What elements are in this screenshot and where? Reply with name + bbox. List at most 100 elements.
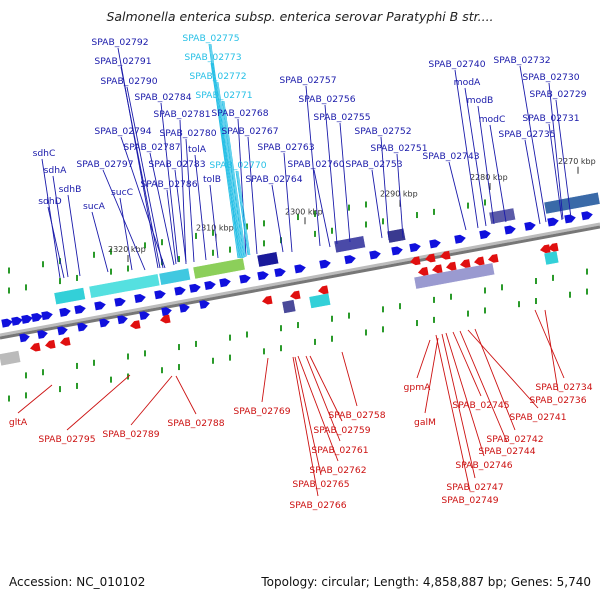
tick-dash [195,340,197,347]
forward-gene-label: SPAB_02752 [354,126,411,137]
leader-line [292,356,319,497]
tick-dash [93,251,95,258]
leader-line [416,339,431,379]
reverse-gene-label: SPAB_02758 [328,410,385,421]
leader-line [52,175,69,278]
highlight-gene-label: SPAB_02770 [209,160,266,171]
forward-gene-arrow [294,264,306,274]
forward-gene-arrow [429,239,441,249]
tick-dash [110,268,112,275]
forward-gene-label: sucA [83,201,106,212]
labels-layer: SPAB_02792 SPAB_02791 SPAB_02790 SPAB_02784… [9,33,593,511]
leader-line [222,100,246,258]
forward-gene-label: tolA [188,144,207,155]
forward-gene-label: SPAB_02751 [370,143,427,154]
tick-dash [212,357,214,364]
forward-gene-label: SPAB_02755 [313,112,370,123]
leader-line [210,43,241,259]
reverse-gene-arrow [539,244,551,254]
forward-gene-arrow [77,322,88,332]
forward-gene-arrow [57,326,68,336]
tick-dash [484,287,486,294]
forward-gene-label: SPAB_02735 [498,129,555,140]
kbp-label: 2320 kbp [108,245,146,254]
leader-line [185,138,195,263]
leader-line [271,184,284,253]
tick-dash [348,312,350,319]
forward-gene-arrow [11,316,23,326]
tick-dash [450,293,452,300]
reverse-gene-label: galM [414,417,436,428]
forward-gene-label: SPAB_02781 [153,109,210,120]
reverse-gene-label: SPAB_02788 [167,418,224,429]
forward-gene-arrow [524,221,536,231]
forward-gene-label: SPAB_02760 [287,159,344,170]
reverse-gene-label: SPAB_02746 [455,460,512,471]
tick-dash [280,345,282,352]
forward-gene-arrow [31,313,43,323]
tick-dash [212,249,214,256]
forward-gene-arrow [409,243,421,253]
reverse-gene-arrow [160,314,171,324]
forward-gene-label: SPAB_02783 [148,159,205,170]
tick-dash [365,201,367,208]
tick-dash [314,210,316,217]
leader-line [294,356,322,476]
forward-gene-arrow [59,307,71,317]
leader-line [261,357,269,403]
forward-gene-arrow [154,290,166,300]
leader-line [149,152,175,266]
tick-dash [8,267,10,274]
gene-block [158,267,191,286]
gene-block [281,299,297,314]
leader-line [221,100,245,258]
leader-line [166,189,177,265]
forward-gene-arrow [319,259,331,269]
forward-gene-arrow [117,315,128,325]
leader-line [396,153,404,239]
leader-line [223,100,247,258]
leader-line [297,355,339,462]
tick-dash [416,212,418,219]
reverse-gene-label: SPAB_02734 [535,382,592,393]
reverse-gene-label: gltA [9,417,28,428]
leader-line [67,194,81,277]
forward-gene-arrow [41,311,53,321]
forward-gene-label: SPAB_02768 [211,108,268,119]
tick-dash [467,310,469,317]
tick-dash [246,331,248,338]
forward-gene-label: SPAB_02729 [529,89,586,100]
reverse-gene-label: gpmA [404,382,432,393]
reverse-gene-label: SPAB_02761 [311,445,368,456]
leader-line [126,86,164,269]
tick-dash [331,227,333,234]
gene-block [256,251,280,268]
leader-line [435,334,471,492]
forward-gene-label: SPAB_02797 [76,159,133,170]
accession-text: Accession: NC_010102 [9,575,146,589]
forward-gene-label: modC [479,114,506,125]
tick-dash [25,392,27,399]
forward-gene-arrow [369,250,381,260]
tick-dash [42,369,44,376]
gene-block [88,273,161,299]
forward-gene-label: SPAB_02730 [522,72,579,83]
reverse-gene-label: SPAB_02765 [292,479,349,490]
forward-gene-label: SPAB_02764 [245,174,302,185]
forward-gene-label: SPAB_02731 [522,113,579,124]
blocks-layer [0,191,600,367]
tick-dash [331,335,333,342]
tick-dash [501,284,503,291]
reverse-gene-label: SPAB_02744 [478,446,535,457]
tick-dash [467,202,469,209]
tick-dash [76,362,78,369]
leader-line [47,206,65,279]
tick-dash [178,344,180,351]
forward-gene-label: SPAB_02786 [140,179,197,190]
leader-line [283,152,293,253]
leader-line [341,351,358,407]
forward-gene-arrow [94,301,106,311]
forward-gene-label: SPAB_02756 [298,94,355,105]
tick-dash [76,274,78,281]
forward-gene-label: sdhB [59,184,82,195]
